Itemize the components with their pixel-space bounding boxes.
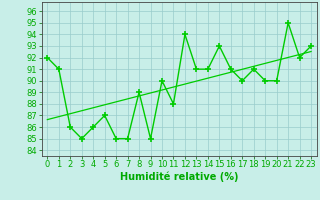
X-axis label: Humidité relative (%): Humidité relative (%) (120, 172, 238, 182)
